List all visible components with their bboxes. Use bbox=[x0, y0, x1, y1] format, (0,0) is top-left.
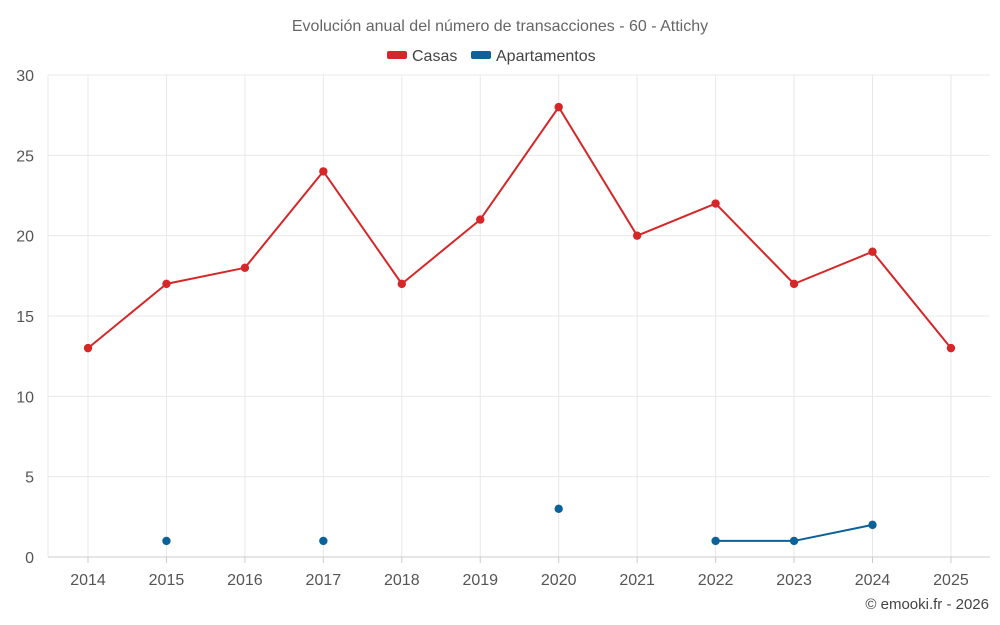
y-tick-label: 0 bbox=[25, 550, 34, 567]
y-tick-label: 10 bbox=[16, 389, 34, 406]
y-tick-label: 5 bbox=[25, 470, 34, 487]
data-point-casas-2023[interactable] bbox=[789, 279, 799, 289]
data-point-apartamentos-2017[interactable] bbox=[319, 536, 328, 546]
legend-swatch-apartamentos[interactable] bbox=[471, 51, 491, 59]
data-point-casas-2019[interactable] bbox=[476, 215, 485, 224]
x-tick-label: 2017 bbox=[306, 572, 342, 589]
legend-label-casas[interactable]: Casas bbox=[412, 48, 457, 65]
x-tick-label: 2018 bbox=[384, 572, 420, 589]
data-point-casas-2016[interactable] bbox=[240, 263, 250, 272]
grid bbox=[48, 74, 990, 557]
series bbox=[83, 102, 956, 546]
x-tick-label: 2024 bbox=[855, 572, 891, 589]
data-point-apartamentos-2020[interactable] bbox=[554, 504, 563, 513]
legend-swatch-casas[interactable] bbox=[387, 51, 407, 59]
x-tick-label: 2023 bbox=[776, 572, 812, 589]
legend-label-apartamentos[interactable]: Apartamentos bbox=[496, 48, 596, 65]
x-tick-label: 2025 bbox=[933, 572, 969, 589]
legend: Casas Apartamentos bbox=[387, 48, 596, 65]
data-point-casas-2020[interactable] bbox=[554, 102, 563, 112]
y-tick-label: 25 bbox=[16, 148, 34, 165]
data-point-casas-2018[interactable] bbox=[397, 279, 406, 289]
data-point-apartamentos-2015[interactable] bbox=[162, 536, 171, 546]
x-tick-label: 2022 bbox=[698, 572, 734, 589]
series-apartamentos bbox=[162, 504, 877, 546]
x-tick-label: 2021 bbox=[619, 572, 655, 589]
series-casas bbox=[83, 102, 956, 353]
data-point-casas-2024[interactable] bbox=[868, 247, 877, 256]
y-tick-label: 15 bbox=[16, 309, 34, 326]
x-tick-label: 2016 bbox=[227, 572, 263, 589]
x-tick-label: 2014 bbox=[70, 572, 106, 589]
x-tick-label: 2019 bbox=[462, 572, 498, 589]
data-point-casas-2014[interactable] bbox=[83, 343, 93, 353]
series-line-casas bbox=[87, 106, 952, 349]
data-point-casas-2015[interactable] bbox=[162, 279, 171, 289]
data-point-casas-2025[interactable] bbox=[946, 343, 956, 353]
y-tick-label: 20 bbox=[16, 229, 34, 246]
data-point-apartamentos-2024[interactable] bbox=[868, 520, 877, 530]
data-point-casas-2021[interactable] bbox=[632, 231, 642, 240]
data-point-casas-2017[interactable] bbox=[319, 167, 328, 176]
x-tick-label: 2020 bbox=[541, 572, 577, 589]
data-point-casas-2022[interactable] bbox=[711, 199, 720, 208]
data-point-apartamentos-2023[interactable] bbox=[789, 536, 799, 546]
y-tick-label: 30 bbox=[16, 68, 34, 85]
credit-text: © emooki.fr - 2026 bbox=[865, 596, 989, 613]
data-point-apartamentos-2022[interactable] bbox=[711, 536, 720, 546]
x-tick-label: 2015 bbox=[149, 572, 185, 589]
chart-title: Evolución anual del número de transaccio… bbox=[292, 18, 708, 35]
